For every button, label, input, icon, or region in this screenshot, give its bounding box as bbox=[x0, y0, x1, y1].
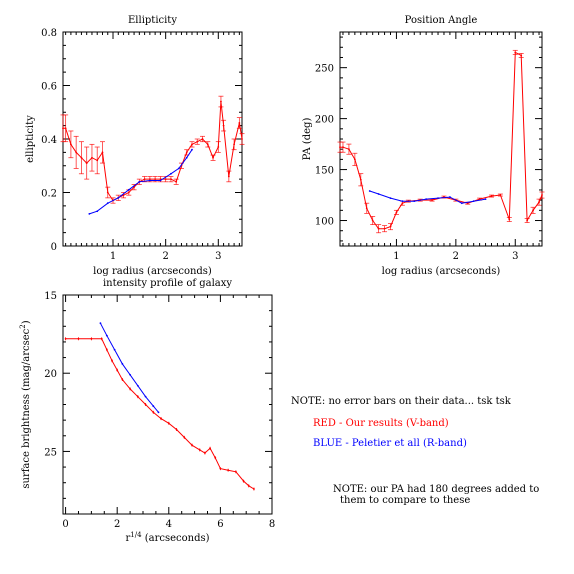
y-tick-label: 0.4 bbox=[41, 135, 57, 146]
y-axis-label-sup: 2 bbox=[19, 324, 27, 328]
y-tick-label: 0.8 bbox=[41, 28, 57, 39]
data-point bbox=[191, 148, 193, 151]
x-axis-label: log radius (arcseconds) bbox=[382, 266, 501, 277]
y-tick-label: 150 bbox=[315, 166, 334, 177]
data-point bbox=[117, 196, 120, 199]
x-tick-label: 0 bbox=[62, 519, 68, 530]
y-tick-label: 0.2 bbox=[41, 189, 57, 200]
series-red-line bbox=[340, 51, 543, 230]
note-no-error-bars: NOTE: no error bars on their data... tsk… bbox=[291, 396, 511, 407]
y-tick-label: 20 bbox=[44, 369, 57, 380]
series-blue-line bbox=[89, 149, 193, 215]
data-point bbox=[96, 210, 99, 213]
data-point bbox=[159, 179, 162, 182]
panel-intensity: 0 2 4 6 8 15 20 25 intensity profile of galaxy r1… bbox=[19, 278, 275, 544]
data-point bbox=[484, 198, 487, 201]
x-tick-label: 2 bbox=[453, 251, 459, 262]
data-point bbox=[138, 180, 141, 183]
x-tick-label: 2 bbox=[162, 251, 168, 262]
data-point bbox=[177, 167, 180, 170]
panel-pa: 1 2 3 100 150 200 250 Position Angle log radius … bbox=[302, 15, 545, 277]
data-point bbox=[144, 395, 147, 398]
y-axis-label: PA (deg) bbox=[302, 118, 313, 161]
panel-pa-title: Position Angle bbox=[405, 15, 478, 26]
y-tick-label: 15 bbox=[44, 291, 57, 302]
y-axis-label-base: surface brightness (mag/arcsec bbox=[21, 328, 32, 488]
data-point bbox=[425, 198, 428, 201]
data-point bbox=[389, 197, 392, 200]
note-pa-offset-line2: them to compare to these bbox=[340, 495, 471, 506]
data-point bbox=[449, 196, 451, 198]
data-point bbox=[148, 179, 151, 182]
data-point bbox=[113, 348, 116, 351]
x-axis-label: r1/4 (arcseconds) bbox=[125, 531, 209, 544]
y-tick-label: 0 bbox=[51, 242, 57, 253]
data-point bbox=[105, 334, 108, 337]
data-point bbox=[106, 202, 109, 205]
data-point bbox=[413, 200, 416, 203]
x-axis-label-base: r bbox=[125, 533, 130, 544]
data-point bbox=[99, 322, 102, 325]
x-tick-label: 6 bbox=[217, 519, 223, 530]
panel-intensity-frame bbox=[62, 294, 273, 515]
panel-ellipticity: 1 2 3 0 0.2 0.4 0.6 0.8 Ellipticity log radius (a… bbox=[25, 15, 245, 277]
panel-intensity-title: intensity profile of galaxy bbox=[103, 278, 232, 289]
x-tick-label: 4 bbox=[166, 519, 172, 530]
data-point bbox=[170, 172, 172, 175]
panel-ellipticity-title: Ellipticity bbox=[128, 15, 177, 26]
data-point bbox=[127, 188, 130, 191]
y-tick-label: 25 bbox=[44, 447, 57, 458]
x-tick-label: 3 bbox=[215, 251, 221, 262]
data-point bbox=[121, 362, 124, 365]
legend-red-entry: RED - Our results (V-band) bbox=[313, 418, 449, 429]
data-point bbox=[129, 373, 131, 376]
y-tick-label: 0.6 bbox=[41, 82, 57, 93]
y-tick-label: 250 bbox=[315, 64, 334, 75]
x-tick-label: 8 bbox=[269, 519, 275, 530]
data-point bbox=[157, 411, 160, 414]
series-blue-line bbox=[99, 322, 159, 413]
data-point bbox=[185, 156, 188, 159]
y-tick-label: 100 bbox=[315, 217, 334, 228]
data-point bbox=[136, 384, 139, 387]
y-axis-label: surface brightness (mag/arcsec2) bbox=[19, 320, 32, 488]
x-axis-label-rest: (arcseconds) bbox=[142, 533, 210, 544]
x-axis-label-sup: 1/4 bbox=[130, 531, 142, 539]
series-blue-line bbox=[369, 190, 486, 204]
data-point bbox=[401, 200, 404, 203]
x-tick-label: 2 bbox=[114, 519, 120, 530]
y-axis-label-rest: ) bbox=[21, 320, 32, 324]
x-tick-label: 1 bbox=[110, 251, 116, 262]
data-point bbox=[152, 405, 155, 407]
data-point bbox=[368, 190, 371, 192]
x-tick-label: 3 bbox=[512, 251, 518, 262]
y-axis-label: ellipticity bbox=[25, 115, 36, 163]
legend-blue-entry: BLUE - Peletier et all (R-band) bbox=[313, 438, 467, 449]
data-point bbox=[377, 193, 380, 195]
data-point bbox=[472, 200, 475, 203]
data-point bbox=[88, 213, 91, 215]
x-tick-label: 1 bbox=[393, 251, 399, 262]
data-point bbox=[437, 197, 439, 200]
y-tick-label: 200 bbox=[315, 115, 334, 126]
series-red-line bbox=[65, 338, 255, 490]
note-pa-offset-line1: NOTE: our PA had 180 degrees added to bbox=[333, 484, 540, 495]
series-red-line bbox=[63, 101, 243, 202]
data-point bbox=[460, 202, 463, 205]
x-axis-label: log radius (arcseconds) bbox=[93, 266, 212, 277]
